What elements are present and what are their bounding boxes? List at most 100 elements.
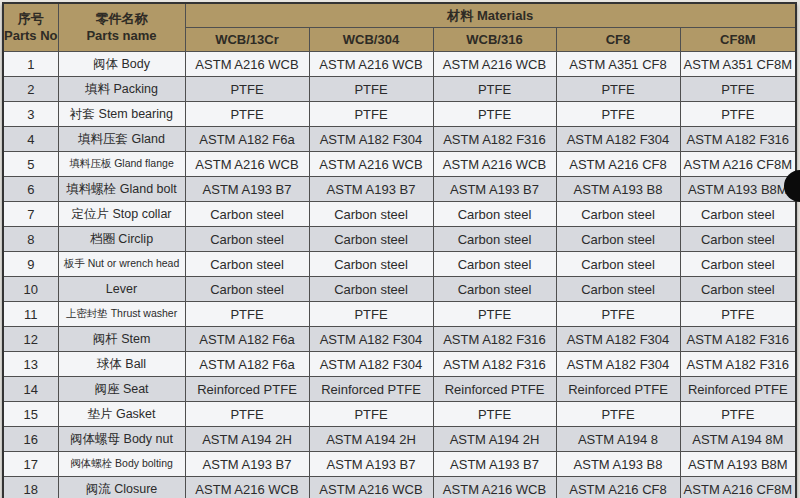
table-row: 16阀体螺母 Body nutASTM A194 2HASTM A194 2HA…	[3, 427, 796, 452]
table-row: 11上密封垫 Thrust washerPTFEPTFEPTFEPTFEPTFE	[3, 302, 796, 327]
material-cell: ASTM A216 WCB	[309, 152, 433, 177]
col-header-parts-no-en: Parts No.	[4, 28, 58, 45]
material-cell: ASTM A182 F316	[680, 327, 796, 352]
material-cell: Carbon steel	[680, 277, 796, 302]
parts-no-cell: 13	[3, 352, 58, 377]
material-cell: Carbon steel	[309, 277, 433, 302]
table-row: 12阀杆 StemASTM A182 F6aASTM A182 F304ASTM…	[3, 327, 796, 352]
parts-name-cell: 定位片 Stop collar	[58, 202, 185, 227]
material-cell: ASTM A194 2H	[433, 427, 556, 452]
material-cell: PTFE	[309, 77, 433, 102]
material-cell: Carbon steel	[680, 202, 796, 227]
material-cell: ASTM A182 F316	[680, 127, 796, 152]
table-row: 8档圈 CirclipCarbon steelCarbon steelCarbo…	[3, 227, 796, 252]
material-cell: Carbon steel	[680, 252, 796, 277]
col-header-grade-cf8: CF8	[556, 28, 680, 52]
material-cell: ASTM A182 F304	[309, 327, 433, 352]
material-cell: ASTM A216 WCB	[309, 477, 433, 498]
material-cell: PTFE	[556, 102, 680, 127]
material-cell: ASTM A216 CF8M	[680, 477, 796, 498]
table-row: 5填料压板 Gland flangeASTM A216 WCBASTM A216…	[3, 152, 796, 177]
material-cell: ASTM A216 WCB	[433, 52, 556, 77]
material-cell: PTFE	[556, 302, 680, 327]
parts-name-cell: 填料压板 Gland flange	[58, 152, 185, 177]
parts-name-cell: 球体 Ball	[58, 352, 185, 377]
parts-no-cell: 4	[3, 127, 58, 152]
material-cell: ASTM A182 F6a	[185, 352, 309, 377]
parts-no-cell: 10	[3, 277, 58, 302]
material-cell: Carbon steel	[433, 252, 556, 277]
material-cell: ASTM A216 CF8M	[680, 152, 796, 177]
table-row: 2填料 PackingPTFEPTFEPTFEPTFEPTFE	[3, 77, 796, 102]
parts-no-cell: 3	[3, 102, 58, 127]
table-row: 1阀体 BodyASTM A216 WCBASTM A216 WCBASTM A…	[3, 52, 796, 77]
material-cell: Carbon steel	[185, 277, 309, 302]
parts-name-cell: 上密封垫 Thrust washer	[58, 302, 185, 327]
table-row: 9板手 Nut or wrench headCarbon steelCarbon…	[3, 252, 796, 277]
material-cell: Reinforced PTFE	[433, 377, 556, 402]
material-cell: PTFE	[556, 402, 680, 427]
col-header-parts-name-zh: 零件名称	[59, 11, 185, 28]
material-cell: Carbon steel	[433, 202, 556, 227]
material-cell: ASTM A193 B8M	[680, 452, 796, 477]
material-cell: PTFE	[309, 402, 433, 427]
parts-name-cell: 阀体螺母 Body nut	[58, 427, 185, 452]
table-row: 18阀流 ClosureASTM A216 WCBASTM A216 WCBAS…	[3, 477, 796, 498]
col-header-grade-wcb-13cr: WCB/13Cr	[185, 28, 309, 52]
material-cell: Carbon steel	[309, 227, 433, 252]
material-cell: PTFE	[309, 302, 433, 327]
material-cell: Carbon steel	[556, 277, 680, 302]
material-cell: ASTM A182 F6a	[185, 127, 309, 152]
parts-name-cell: 阀杆 Stem	[58, 327, 185, 352]
parts-no-cell: 18	[3, 477, 58, 498]
col-header-parts-no-zh: 序号	[4, 11, 58, 28]
material-cell: PTFE	[185, 77, 309, 102]
parts-name-cell: 阀流 Closure	[58, 477, 185, 498]
material-cell: ASTM A182 F304	[309, 127, 433, 152]
parts-no-cell: 14	[3, 377, 58, 402]
material-cell: Carbon steel	[433, 227, 556, 252]
col-header-grade-wcb-304: WCB/304	[309, 28, 433, 52]
material-cell: Carbon steel	[433, 277, 556, 302]
parts-name-cell: 填料压套 Gland	[58, 127, 185, 152]
material-cell: ASTM A182 F304	[556, 327, 680, 352]
parts-name-cell: 填料 Packing	[58, 77, 185, 102]
parts-no-cell: 1	[3, 52, 58, 77]
material-cell: ASTM A194 8	[556, 427, 680, 452]
parts-name-cell: 垫片 Gasket	[58, 402, 185, 427]
material-cell: ASTM A194 8M	[680, 427, 796, 452]
table-row: 7定位片 Stop collarCarbon steelCarbon steel…	[3, 202, 796, 227]
material-cell: PTFE	[185, 402, 309, 427]
material-cell: PTFE	[185, 302, 309, 327]
material-cell: Reinforced PTFE	[185, 377, 309, 402]
material-cell: Carbon steel	[185, 202, 309, 227]
material-cell: PTFE	[680, 77, 796, 102]
material-cell: ASTM A194 2H	[309, 427, 433, 452]
parts-no-cell: 16	[3, 427, 58, 452]
table-row: 13球体 BallASTM A182 F6aASTM A182 F304ASTM…	[3, 352, 796, 377]
material-cell: ASTM A182 F304	[556, 352, 680, 377]
parts-table-body: 1阀体 BodyASTM A216 WCBASTM A216 WCBASTM A…	[3, 52, 796, 498]
table-row: 10LeverCarbon steelCarbon steelCarbon st…	[3, 277, 796, 302]
material-cell: ASTM A216 WCB	[185, 477, 309, 498]
material-cell: ASTM A193 B7	[433, 452, 556, 477]
material-cell: ASTM A216 WCB	[185, 152, 309, 177]
material-cell: Carbon steel	[680, 227, 796, 252]
table-row: 3衬套 Stem bearingPTFEPTFEPTFEPTFEPTFE	[3, 102, 796, 127]
material-cell: ASTM A182 F6a	[185, 327, 309, 352]
material-cell: ASTM A182 F316	[433, 127, 556, 152]
table-row: 15垫片 GasketPTFEPTFEPTFEPTFEPTFE	[3, 402, 796, 427]
parts-no-cell: 8	[3, 227, 58, 252]
material-cell: PTFE	[185, 102, 309, 127]
material-cell: PTFE	[680, 102, 796, 127]
material-cell: ASTM A193 B7	[309, 177, 433, 202]
material-cell: ASTM A216 CF8	[556, 477, 680, 498]
material-cell: ASTM A193 B8	[556, 452, 680, 477]
table-row: 17阀体螺栓 Body boltingASTM A193 B7ASTM A193…	[3, 452, 796, 477]
material-cell: PTFE	[433, 77, 556, 102]
material-cell: ASTM A216 CF8	[556, 152, 680, 177]
material-cell: Reinforced PTFE	[309, 377, 433, 402]
material-cell: ASTM A193 B7	[185, 177, 309, 202]
material-cell: PTFE	[680, 402, 796, 427]
parts-materials-table: 序号 Parts No. 零件名称 Parts name 材料 Material…	[2, 2, 797, 498]
